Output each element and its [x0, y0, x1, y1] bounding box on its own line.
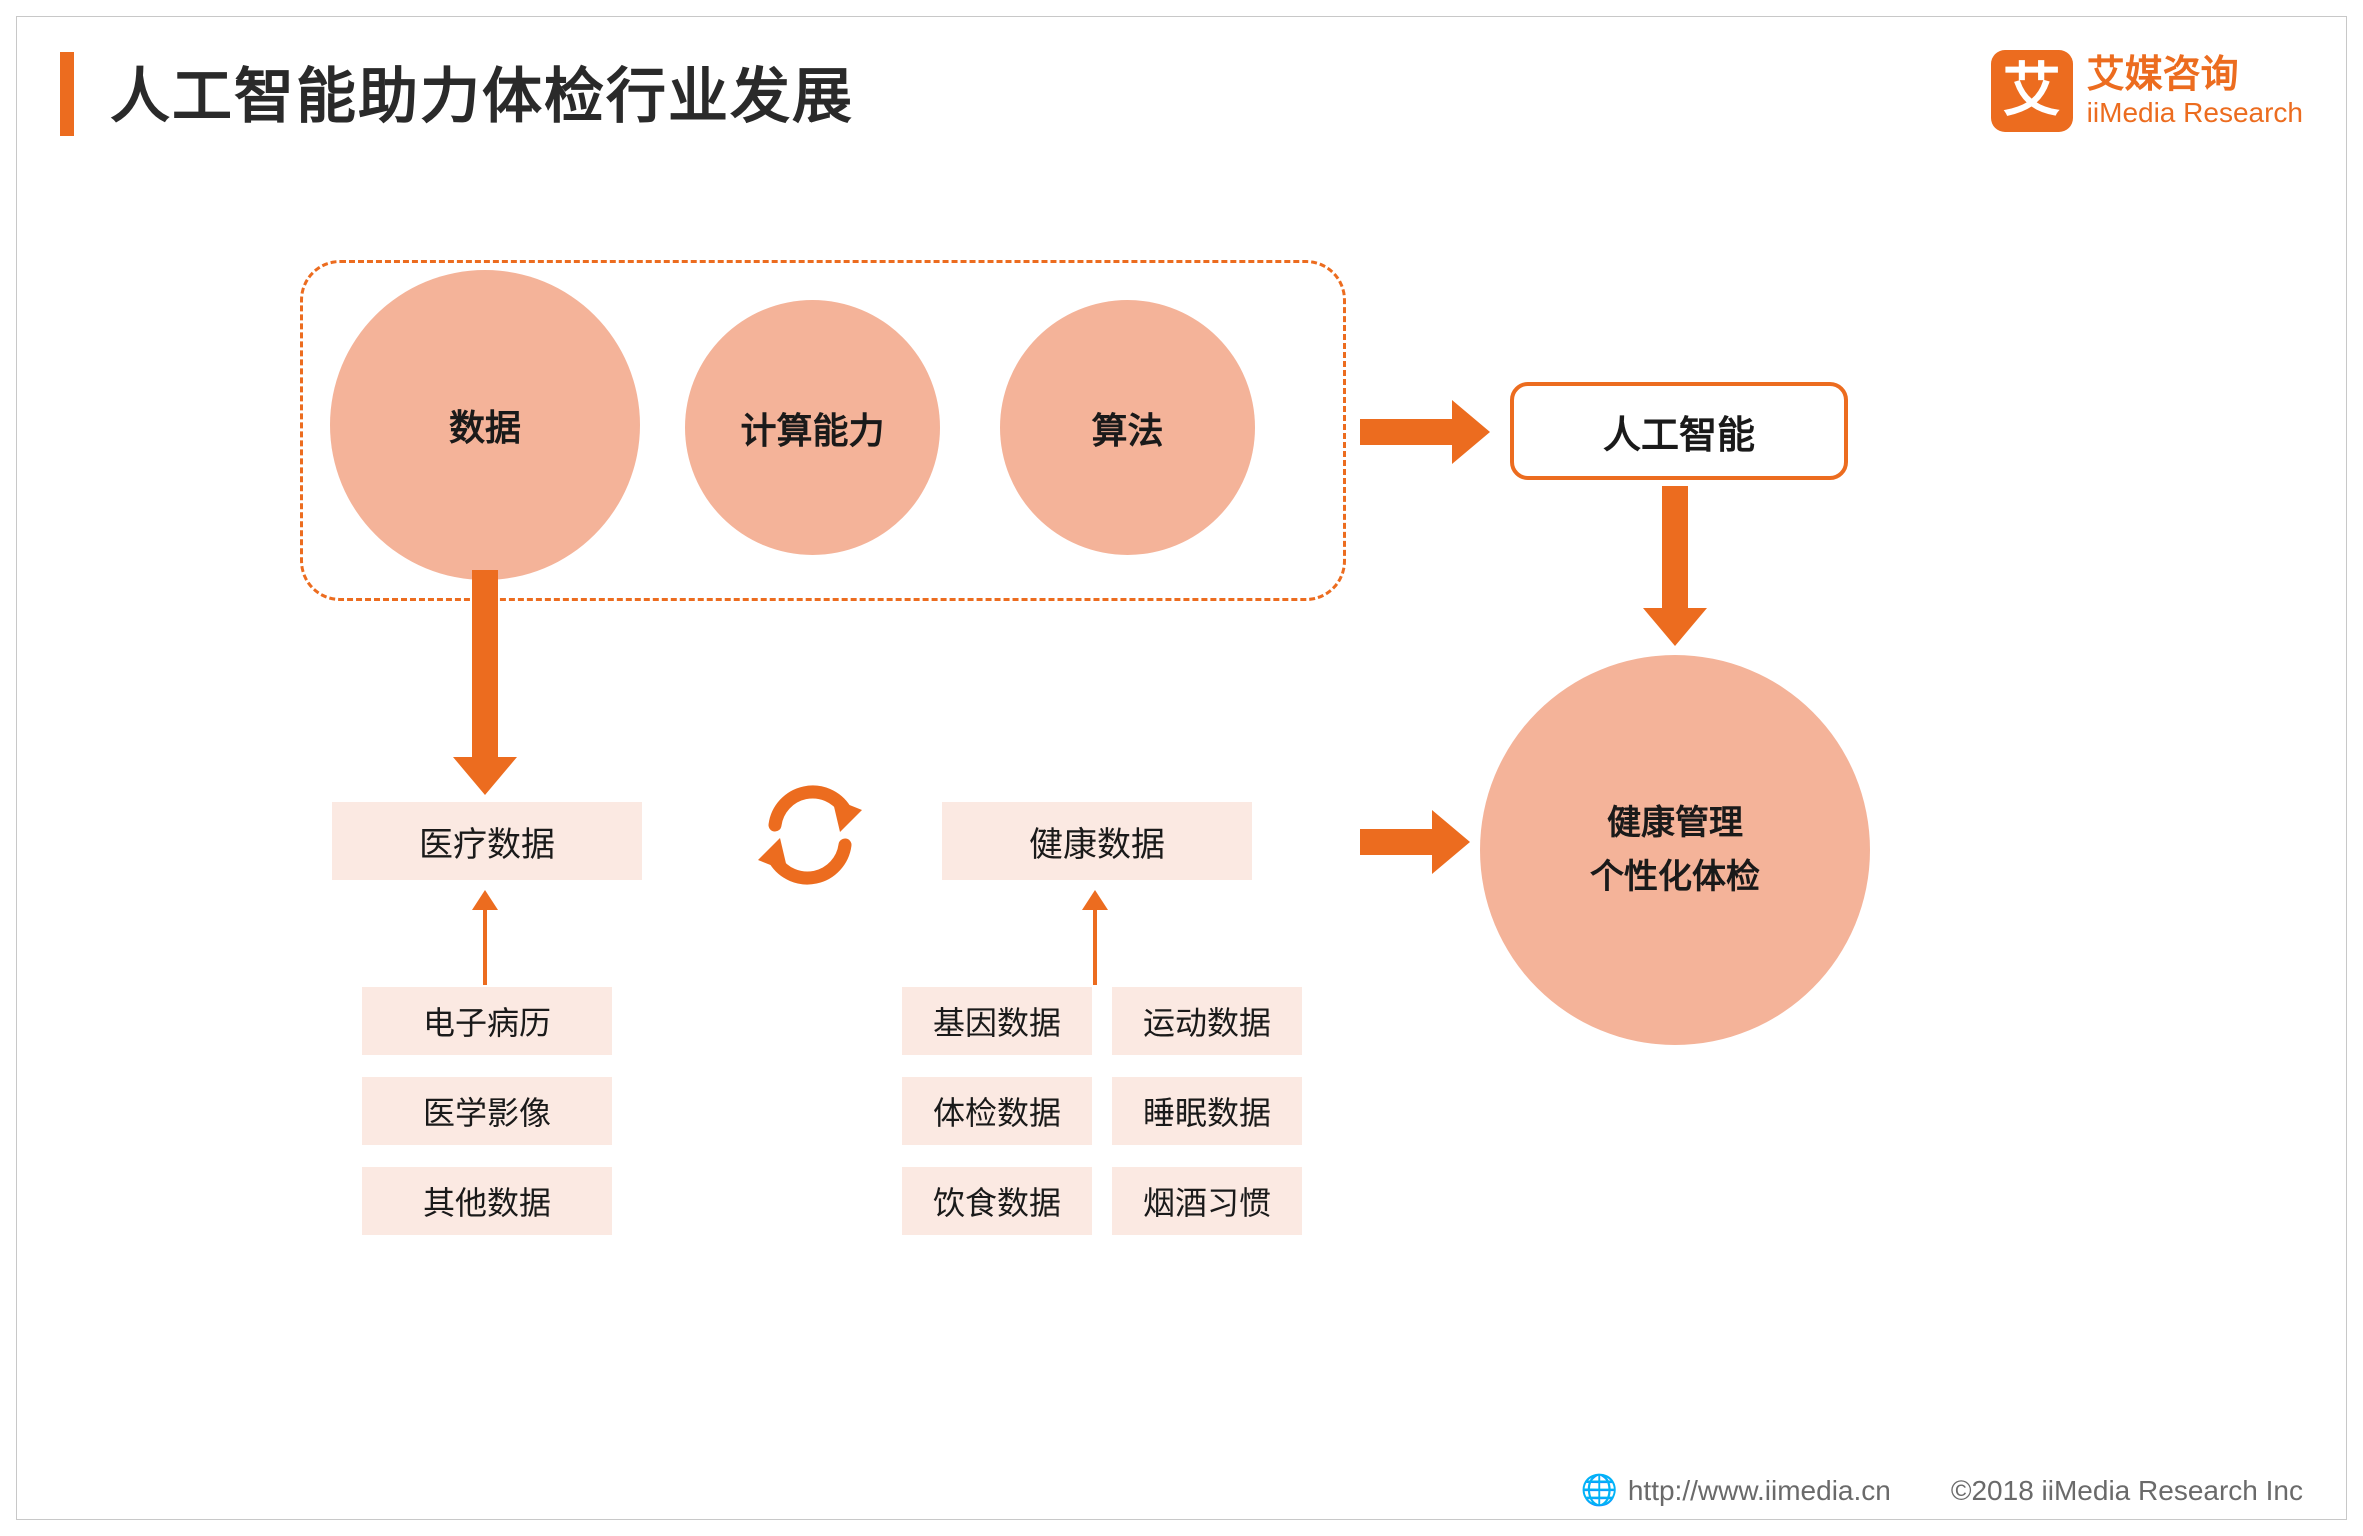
health-tag: 运动数据 [1110, 985, 1304, 1057]
footer: 🌐 http://www.iimedia.cn ©2018 iiMedia Re… [1580, 1473, 2303, 1508]
brand-cn: 艾媒咨询 [2087, 55, 2303, 97]
health-tag: 睡眠数据 [1110, 1075, 1304, 1147]
brand-en: iiMedia Research [2087, 99, 2303, 127]
medical-tag: 电子病历 [360, 985, 614, 1057]
arrow-up-icon [1082, 890, 1108, 985]
diagram: 数据 计算能力 算法 人工智能 健康管理 个性化体检 [300, 250, 2060, 1300]
footer-copyright: ©2018 iiMedia Research Inc [1951, 1475, 2303, 1507]
arrow-down-icon [453, 570, 517, 795]
arrow-up-icon [472, 890, 498, 985]
arrow-right-icon [1360, 810, 1470, 874]
health-tag: 基因数据 [900, 985, 1094, 1057]
brand-logo: 艾 艾媒咨询 iiMedia Research [1991, 50, 2303, 132]
accent-bar [60, 52, 74, 136]
health-tag: 饮食数据 [900, 1165, 1094, 1237]
brand-mark: 艾 [1991, 50, 2073, 132]
result-circle: 健康管理 个性化体检 [1480, 655, 1870, 1045]
slide: 人工智能助力体检行业发展 艾 艾媒咨询 iiMedia Research 数据 … [0, 0, 2363, 1536]
page-title: 人工智能助力体检行业发展 [110, 48, 854, 135]
health-tag: 烟酒习惯 [1110, 1165, 1304, 1237]
algo-circle: 算法 [1000, 300, 1255, 555]
medical-tag: 其他数据 [360, 1165, 614, 1237]
brand-text: 艾媒咨询 iiMedia Research [2087, 55, 2303, 127]
health-tag: 体检数据 [900, 1075, 1094, 1147]
footer-url: http://www.iimedia.cn [1628, 1475, 1891, 1507]
medical-tag: 医学影像 [360, 1075, 614, 1147]
arrow-right-icon [1360, 400, 1490, 464]
result-line1: 健康管理 [1607, 804, 1743, 842]
data-circle: 数据 [330, 270, 640, 580]
result-line2: 个性化体检 [1590, 858, 1760, 896]
globe-icon: 🌐 [1580, 1473, 1617, 1508]
arrow-down-icon [1643, 486, 1707, 646]
compute-circle: 计算能力 [685, 300, 940, 555]
cycle-icon [750, 780, 870, 890]
medical-category: 医疗数据 [330, 800, 644, 882]
health-category: 健康数据 [940, 800, 1254, 882]
ai-box: 人工智能 [1510, 382, 1848, 480]
